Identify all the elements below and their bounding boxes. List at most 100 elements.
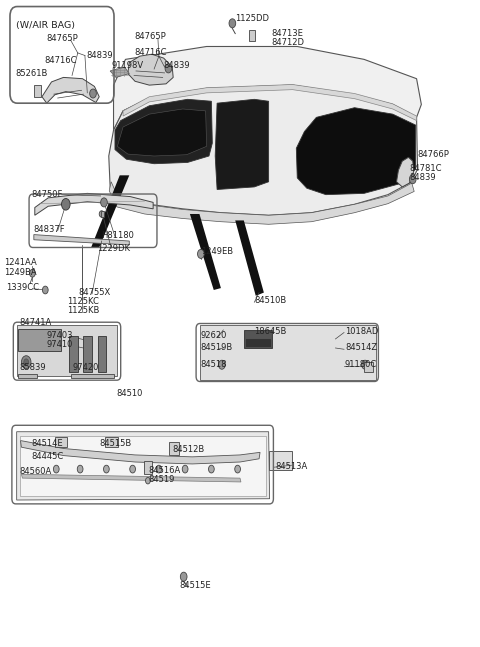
Text: 84716C: 84716C xyxy=(134,49,167,58)
Bar xyxy=(55,437,67,447)
Circle shape xyxy=(104,465,109,473)
Bar xyxy=(18,329,60,351)
Bar xyxy=(98,336,107,373)
Text: 1339CC: 1339CC xyxy=(6,283,39,292)
Polygon shape xyxy=(17,432,270,500)
Circle shape xyxy=(165,64,172,73)
Circle shape xyxy=(101,198,108,207)
Circle shape xyxy=(130,465,135,473)
Text: 84837F: 84837F xyxy=(34,225,65,234)
Bar xyxy=(245,338,272,347)
Polygon shape xyxy=(117,109,206,156)
Bar xyxy=(364,362,372,372)
Text: 84712D: 84712D xyxy=(271,38,304,47)
Circle shape xyxy=(99,211,104,217)
Text: 84519B: 84519B xyxy=(201,344,233,353)
Text: 84765P: 84765P xyxy=(47,34,78,43)
Text: 84716C: 84716C xyxy=(44,56,77,65)
Text: 1241AA: 1241AA xyxy=(4,258,36,267)
Text: 84766P: 84766P xyxy=(418,150,449,159)
Text: 18645B: 18645B xyxy=(254,327,287,336)
Circle shape xyxy=(145,477,150,484)
Text: 84512B: 84512B xyxy=(172,445,204,454)
Circle shape xyxy=(182,465,188,473)
Text: 1125KC: 1125KC xyxy=(67,297,99,306)
Text: 1229DK: 1229DK xyxy=(97,244,130,252)
Text: 1018AD: 1018AD xyxy=(345,327,378,336)
Text: 92620: 92620 xyxy=(201,331,227,340)
Circle shape xyxy=(180,572,187,581)
Text: 84516A: 84516A xyxy=(148,466,180,475)
Text: 97403: 97403 xyxy=(47,331,73,340)
Polygon shape xyxy=(296,107,416,195)
Polygon shape xyxy=(123,85,417,120)
Polygon shape xyxy=(34,235,129,245)
Polygon shape xyxy=(109,182,414,225)
Circle shape xyxy=(362,360,368,369)
Text: H81180: H81180 xyxy=(101,231,133,240)
Bar xyxy=(71,374,115,378)
Bar xyxy=(269,451,291,470)
Polygon shape xyxy=(396,157,414,187)
Bar xyxy=(144,461,152,474)
Bar xyxy=(169,442,179,455)
Circle shape xyxy=(235,465,240,473)
Circle shape xyxy=(208,465,214,473)
Circle shape xyxy=(229,19,236,28)
Text: 91198V: 91198V xyxy=(111,61,143,71)
Polygon shape xyxy=(22,474,241,482)
Text: 91180C: 91180C xyxy=(344,360,376,369)
Circle shape xyxy=(42,286,48,294)
Circle shape xyxy=(61,199,70,210)
Circle shape xyxy=(30,269,35,277)
Polygon shape xyxy=(235,221,264,296)
Text: 84513A: 84513A xyxy=(276,462,308,471)
Text: 85261B: 85261B xyxy=(16,69,48,78)
Text: 84839: 84839 xyxy=(86,51,113,60)
Polygon shape xyxy=(202,329,374,352)
Text: 1249EB: 1249EB xyxy=(201,247,233,256)
Polygon shape xyxy=(190,214,221,290)
Circle shape xyxy=(24,359,29,366)
Text: 84445C: 84445C xyxy=(31,452,63,461)
Polygon shape xyxy=(215,99,269,190)
Text: 1125DD: 1125DD xyxy=(235,14,269,23)
Circle shape xyxy=(22,356,31,369)
Text: 84510: 84510 xyxy=(116,389,142,397)
Polygon shape xyxy=(115,99,212,164)
Text: 84560A: 84560A xyxy=(20,467,52,476)
Bar xyxy=(69,336,78,373)
Bar xyxy=(84,336,92,373)
Polygon shape xyxy=(20,435,266,496)
Circle shape xyxy=(156,465,162,473)
Circle shape xyxy=(218,360,225,369)
Polygon shape xyxy=(114,47,421,130)
Text: 84839: 84839 xyxy=(164,61,190,71)
Text: 84515E: 84515E xyxy=(179,581,211,590)
Circle shape xyxy=(198,249,204,258)
Text: 84839: 84839 xyxy=(409,173,436,182)
Bar xyxy=(18,374,36,378)
Text: 97420: 97420 xyxy=(72,363,98,372)
Text: (W/AIR BAG): (W/AIR BAG) xyxy=(16,21,75,30)
Polygon shape xyxy=(110,67,129,78)
Text: 84781C: 84781C xyxy=(409,164,442,173)
Polygon shape xyxy=(91,175,129,248)
Polygon shape xyxy=(21,441,260,464)
Text: 1125KB: 1125KB xyxy=(67,306,100,315)
Bar xyxy=(245,331,272,338)
Bar xyxy=(34,85,40,97)
Circle shape xyxy=(90,89,96,98)
Polygon shape xyxy=(35,193,153,215)
Text: 84514Z: 84514Z xyxy=(345,344,377,353)
Bar xyxy=(101,212,104,217)
Circle shape xyxy=(53,465,59,473)
Text: 84713E: 84713E xyxy=(271,29,303,38)
Circle shape xyxy=(77,465,83,473)
Polygon shape xyxy=(200,325,376,380)
Text: 84755X: 84755X xyxy=(79,288,111,297)
Text: 84519: 84519 xyxy=(148,475,175,484)
Text: 84514E: 84514E xyxy=(31,439,62,448)
Circle shape xyxy=(409,175,416,184)
Polygon shape xyxy=(109,85,418,215)
